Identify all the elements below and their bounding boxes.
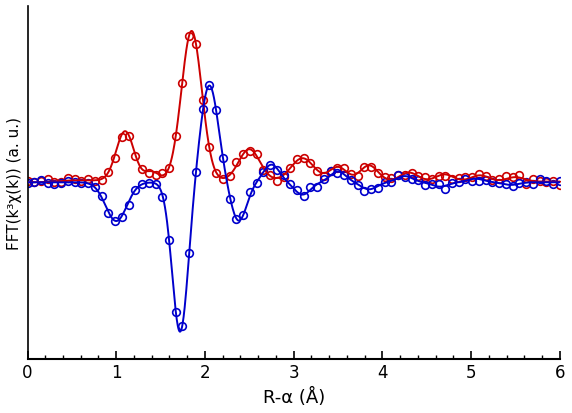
Y-axis label: FFT(k³χ(k)) (a. u.): FFT(k³χ(k)) (a. u.): [7, 116, 22, 249]
X-axis label: R-α (Å): R-α (Å): [263, 387, 325, 406]
